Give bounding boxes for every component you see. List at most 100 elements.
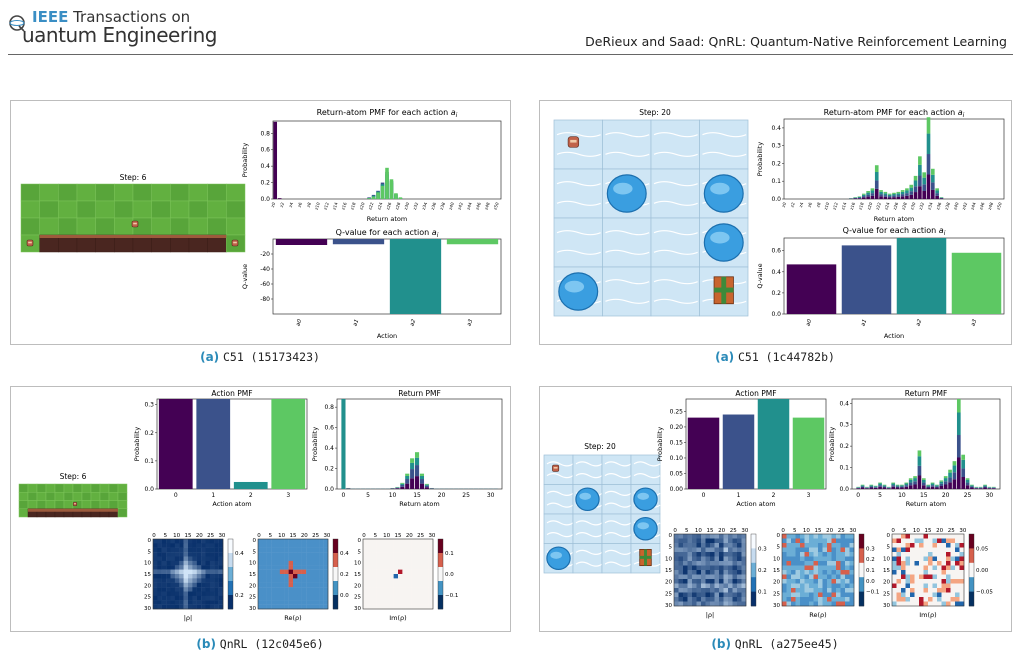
density-1-cell [293,600,298,605]
density-2-cell [419,595,425,601]
action-pmf-ytick-label: 0.20 [670,424,684,431]
density-2-ytick: 30 [883,603,890,609]
density-1-cell [840,552,846,557]
density-0-cell [201,565,206,570]
density-1-cell [258,547,263,553]
density-0-cell [674,601,679,607]
return-pmf-bar [419,475,425,480]
density-2-cell [946,552,951,557]
density-1-cell [275,569,281,575]
density-2-cell [393,600,399,605]
density-0-cell [728,579,733,584]
density-1-cell [827,579,832,584]
density-2-cell [946,597,951,602]
density-1-colorbar-seg [859,577,864,592]
density-2-cell [919,570,924,575]
return-pmf-bar [905,190,909,194]
density-2-cell [941,543,947,548]
density-2-cell [363,565,368,570]
density-1-cell [266,543,272,548]
density-0-cell [201,578,206,583]
density-0-cell [732,597,738,602]
caption-qnrl-right: (b) QnRL (a275ee45) [711,637,839,651]
density-1-cell [310,569,316,575]
density-2-cell [955,574,960,580]
density-0-cell [179,600,184,605]
return-pmf-ytick-label: 0.1 [839,465,849,472]
density-0-cell [696,574,702,580]
density-1-cell [845,543,850,548]
return-pmf-bar [882,484,887,486]
density-0-cell [714,547,720,553]
frozen-tile [650,119,700,170]
return-pmf-bar [860,487,865,489]
density-2-cell [402,560,407,566]
return-pmf-bar [887,193,892,195]
density-2-cell [919,561,924,566]
density-2-cell [376,582,381,588]
density-2-cell [415,574,421,579]
return-pmf-bar [277,198,282,199]
density-2-cell [419,552,425,557]
density-0-cell [179,582,184,588]
ice-streak [653,132,698,138]
density-0-cell [196,547,202,553]
density-1-cell [800,579,805,584]
density-label: Re(ρ) [284,614,301,622]
density-2-cell [415,552,421,557]
density-0-cell [678,556,684,562]
return-pmf-bar [948,477,952,483]
density-1-cell [818,565,823,571]
density-1-cell [836,534,841,539]
density-2-cell [914,570,920,575]
density-2-cell [411,565,416,570]
density-0-cell [201,587,206,592]
density-1-cell [301,578,307,583]
density-2-cell [923,552,929,557]
density-1-cell [284,591,289,597]
density-2-cell [892,570,897,575]
density-0-cell [214,556,219,562]
x-axis-label: Action atom [736,500,775,508]
density-0-cell [678,583,684,589]
density-0-colorbar-label: 0.2 [758,568,767,574]
return-pmf-bar [965,485,970,489]
density-1-cell [827,543,832,548]
x-tick-label: z34 [926,201,933,210]
density-0-xtick: 25 [730,528,737,534]
x-tick-label: a3 [466,318,474,327]
density-1-cell [831,534,837,539]
x-tick-label: a2 [915,318,923,327]
density-0-cell [714,561,720,566]
density-1-cell [813,579,819,584]
return-pmf-bar [424,483,429,485]
density-1-cell [822,592,828,598]
density-0-cell [683,556,688,562]
return-pmf-bar [918,156,922,165]
density-0-cell [723,556,729,562]
density-1-cell [310,565,316,570]
return-pmf-bar [376,192,380,199]
density-0-cell [728,556,733,562]
density-1-cell [271,565,276,570]
density-1-cell [310,591,316,597]
density-1-cell [271,560,276,566]
return-pmf-bar [913,192,918,199]
grass-tile [20,200,40,219]
q-value-bar [275,239,328,245]
density-2-cell [959,570,965,575]
density-1-cell [809,597,814,602]
density-1-cell [804,556,810,562]
density-0-cell [701,538,706,544]
density-2-cell [946,574,951,580]
density-0-cell [201,552,206,557]
density-1-cell [836,597,841,602]
return-pmf-bar [424,485,429,488]
density-1-cell [849,556,855,562]
density-0-cell [205,552,211,557]
density-0-cell [710,543,715,548]
grass-tile [95,183,115,202]
density-0-cell [166,600,171,605]
density-2-ytick: 30 [354,606,361,612]
grass-tile [39,200,59,219]
